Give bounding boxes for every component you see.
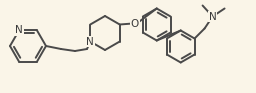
Text: N: N xyxy=(15,25,23,35)
Text: O: O xyxy=(131,19,139,28)
Text: N: N xyxy=(209,12,217,21)
Text: N: N xyxy=(87,36,94,46)
